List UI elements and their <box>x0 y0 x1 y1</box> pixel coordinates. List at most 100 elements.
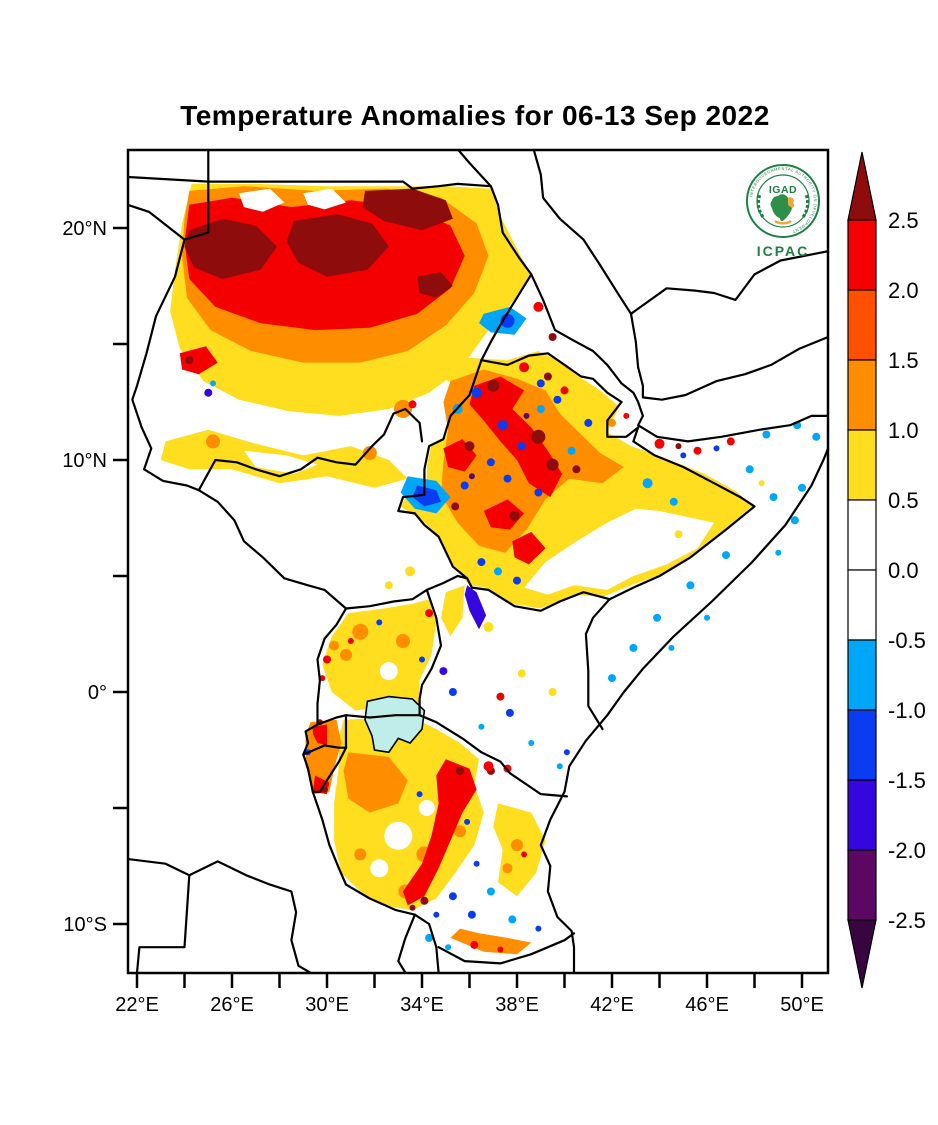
y-axis-tick-label: 10°S <box>63 914 107 936</box>
anomaly-spot <box>519 362 530 373</box>
anomaly-region <box>312 724 327 746</box>
anomaly-spot <box>478 723 485 730</box>
border-uganda-kenya <box>418 588 443 717</box>
anomaly-spot <box>405 566 416 577</box>
anomaly-spot <box>713 445 720 452</box>
page-title: Temperature Anomalies for 06-13 Sep 2022 <box>180 100 770 131</box>
border-sudan-eritrea <box>480 273 533 362</box>
anomaly-region <box>469 376 563 498</box>
anomaly-spot <box>669 497 678 506</box>
colorbar-tick-label: -1.0 <box>888 698 926 723</box>
border-zambia-malawi <box>397 913 416 973</box>
colorbar-tick-label: 1.5 <box>888 348 919 373</box>
anomaly-spot <box>608 674 616 683</box>
anomaly-spot <box>471 387 482 398</box>
anomaly-region <box>239 188 285 212</box>
laurel-left-icon <box>756 193 765 218</box>
anomaly-region <box>303 188 346 210</box>
anomaly-spot <box>563 749 570 756</box>
border-south-sudan-uganda-kenya <box>344 574 469 610</box>
anomaly-spot <box>675 443 682 450</box>
colorbar-tick-label: 2.5 <box>888 208 919 233</box>
border-ethiopia-west <box>397 359 483 589</box>
anomaly-spot <box>329 640 340 651</box>
anomaly-spot <box>470 940 479 949</box>
anomaly-spot <box>433 911 440 918</box>
anomaly-spot <box>584 418 593 427</box>
anomaly-spot <box>502 863 513 874</box>
anomaly-spot <box>642 478 653 489</box>
colorbar-tick-label: -2.0 <box>888 838 926 863</box>
map-layer <box>128 150 828 973</box>
border-djibouti <box>606 400 640 438</box>
colorbar-tick-label: -1.5 <box>888 768 926 793</box>
anomaly-spot <box>204 388 213 397</box>
anomaly-spot <box>560 386 569 395</box>
laurel-right-icon <box>801 193 810 218</box>
x-axis-tick-label: 50°E <box>780 994 824 1016</box>
anomaly-spot <box>762 430 771 439</box>
anomaly-spot <box>497 946 504 953</box>
anomaly-spot <box>680 452 687 459</box>
anomaly-region <box>450 928 532 955</box>
anomaly-spot <box>464 818 471 825</box>
anomaly-spot <box>505 708 514 717</box>
border-burundi-tanzania <box>311 746 348 793</box>
colorbar-cell <box>847 499 877 571</box>
anomaly-spot <box>370 859 389 878</box>
border-kenya-tanzania <box>418 714 568 798</box>
anomaly-spot <box>460 481 469 490</box>
border-sudan-south-sudan <box>197 407 424 492</box>
x-axis-tick-label: 30°E <box>305 994 349 1016</box>
anomaly-spot <box>456 766 464 775</box>
anomaly-spot <box>623 412 630 419</box>
anomaly-spot <box>497 420 508 431</box>
anomaly-spot <box>464 441 475 452</box>
anomaly-spot <box>454 825 466 838</box>
colorbar-tick-label: -2.5 <box>888 908 926 933</box>
colorbar-tick-label: 0.0 <box>888 558 919 583</box>
anomaly-spot <box>376 619 383 626</box>
anomaly-spot <box>722 502 730 511</box>
anomaly-spot <box>448 688 457 696</box>
y-axis-tick-label: 10°N <box>62 450 107 472</box>
anomaly-spot <box>775 549 782 556</box>
anomaly-region <box>243 450 318 474</box>
anomaly-region <box>286 214 389 277</box>
x-axis-tick-label: 26°E <box>210 994 254 1016</box>
colorbar-cell <box>847 219 877 291</box>
colorbar-cell <box>847 289 877 361</box>
colorbar-cell <box>847 849 877 921</box>
y-axis-tick-label: 20°N <box>62 218 107 240</box>
anomaly-region <box>179 346 218 375</box>
anomaly-spot <box>693 446 702 455</box>
x-axis-tick-label: 34°E <box>400 994 444 1016</box>
anomaly-spot <box>556 763 563 770</box>
anomaly-spot <box>379 662 398 681</box>
anomaly-spot <box>396 634 410 648</box>
anomaly-spot <box>445 944 452 951</box>
anomaly-region <box>322 599 437 711</box>
anomaly-spot <box>483 761 494 772</box>
anomaly-spot <box>722 551 730 560</box>
anomaly-spot <box>546 458 559 471</box>
anomaly-spot <box>523 412 530 419</box>
colorbar-cell <box>847 779 877 851</box>
anomaly-spot <box>668 644 675 651</box>
border-uganda-tanzania <box>316 714 421 726</box>
anomaly-spot <box>536 405 545 413</box>
anomaly-spot <box>354 848 367 861</box>
anomaly-spot <box>745 465 754 474</box>
colorbar-tick-label: -0.5 <box>888 628 926 653</box>
anomaly-spot <box>448 892 457 901</box>
anomaly-spot <box>425 933 434 942</box>
anomaly-spot <box>769 493 778 502</box>
anomaly-region <box>512 531 546 565</box>
border-drc-zambia <box>128 857 312 973</box>
anomaly-spot <box>425 609 434 618</box>
anomaly-region <box>305 719 342 795</box>
border-saudi-yemen <box>629 250 828 315</box>
border-arabia-coast <box>532 150 828 401</box>
lake-victoria <box>364 695 426 754</box>
